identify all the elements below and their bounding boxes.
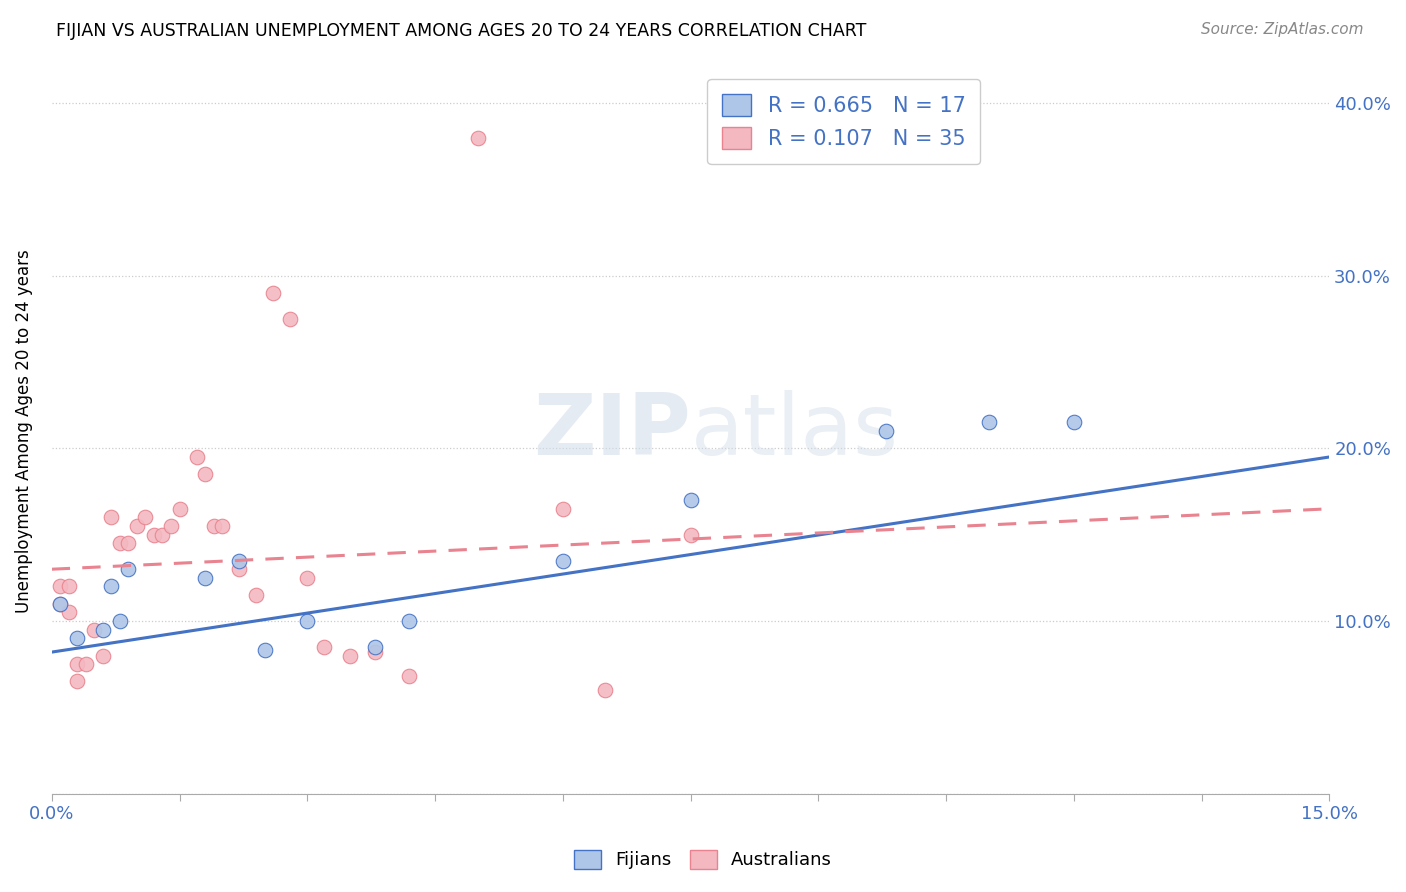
Point [83,623,105,637]
Point [152,527,174,541]
Point [679,493,702,508]
Point [100,510,122,524]
Text: Source: ZipAtlas.com: Source: ZipAtlas.com [1201,22,1364,37]
Point [194,571,217,585]
Point [1063,416,1085,430]
Point [91,623,114,637]
Point [551,501,574,516]
Point [278,311,301,326]
Point [595,683,617,698]
Point [91,648,114,663]
Point [108,536,131,550]
Point [364,645,387,659]
Point [142,527,165,541]
Point [297,614,319,628]
Text: ZIP: ZIP [533,390,690,473]
Point [398,669,420,683]
Point [875,424,897,438]
Point [108,614,131,628]
Point [125,519,148,533]
Point [398,614,420,628]
Point [245,588,267,602]
Point [49,597,72,611]
Point [117,536,139,550]
Point [467,130,489,145]
Point [314,640,336,654]
Point [679,527,702,541]
Point [202,519,225,533]
Point [66,674,89,689]
Point [228,562,250,576]
Point [253,643,276,657]
Point [339,648,361,663]
Point [75,657,97,672]
Point [66,632,89,646]
Point [977,416,1000,430]
Point [551,553,574,567]
Legend: Fijians, Australians: Fijians, Australians [565,841,841,879]
Point [262,285,284,300]
Point [297,571,319,585]
Point [364,640,387,654]
Point [228,553,250,567]
Text: atlas: atlas [690,390,898,473]
Point [117,562,139,576]
Point [100,579,122,593]
Point [186,450,208,464]
Point [49,579,72,593]
Point [49,597,72,611]
Point [58,606,80,620]
Point [160,519,183,533]
Point [134,510,156,524]
Legend: R = 0.665   N = 17, R = 0.107   N = 35: R = 0.665 N = 17, R = 0.107 N = 35 [707,78,980,164]
Point [169,501,191,516]
Point [58,579,80,593]
Text: FIJIAN VS AUSTRALIAN UNEMPLOYMENT AMONG AGES 20 TO 24 YEARS CORRELATION CHART: FIJIAN VS AUSTRALIAN UNEMPLOYMENT AMONG … [56,22,866,40]
Y-axis label: Unemployment Among Ages 20 to 24 years: Unemployment Among Ages 20 to 24 years [15,249,32,613]
Point [211,519,233,533]
Point [66,657,89,672]
Point [194,467,217,482]
